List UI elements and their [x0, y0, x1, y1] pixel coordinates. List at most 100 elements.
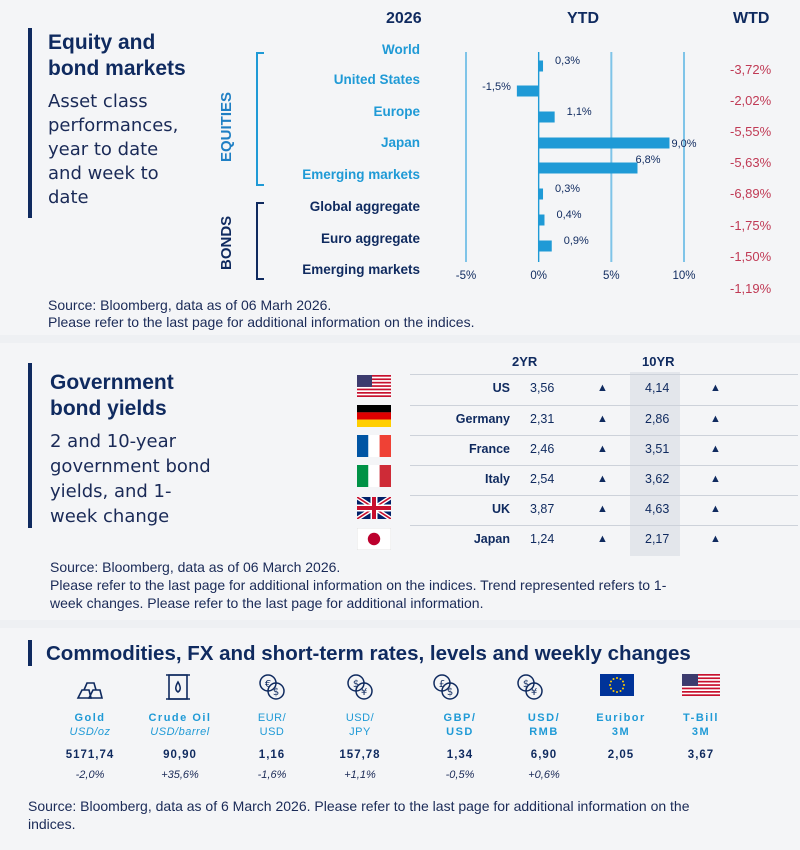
equity-title-line1: Equity and — [48, 31, 156, 54]
commodity-name: EUR/ — [257, 712, 287, 724]
commodity-name: T-Bill — [683, 712, 719, 724]
commodity-unit: USD/barrel — [150, 726, 210, 738]
commodity-unit: 3M — [691, 726, 711, 738]
commodities-title: Commodities, FX and short-term rates, le… — [46, 642, 691, 665]
pound-dollar-icon: £ $ — [433, 674, 459, 700]
ytd-value-label: 0,3% — [555, 55, 580, 67]
title-accent-bar — [28, 363, 32, 528]
row-label-europe: Europe — [373, 104, 420, 119]
commodity-unit: RMB — [529, 726, 559, 738]
ytd-bar — [538, 188, 544, 200]
svg-text:¥: ¥ — [531, 687, 537, 698]
commodity-unit: 3M — [611, 726, 631, 738]
commodity-unit: USD/oz — [69, 726, 111, 738]
commodity-level: 6,90 — [530, 749, 558, 761]
trend-up-icon: ▲ — [710, 413, 721, 425]
ytd-bar — [538, 240, 552, 252]
dollar-yuan-icon: $ ¥ — [517, 674, 543, 700]
yield-10yr: 2,86 — [645, 412, 670, 426]
row-label-emerging-bonds: Emerging markets — [302, 262, 420, 277]
svg-text:$: $ — [523, 679, 529, 690]
equity-source-2: Please refer to the last page for additi… — [48, 314, 475, 330]
commodities-source-2: indices. — [28, 816, 76, 832]
trend-up-icon: ▲ — [710, 473, 721, 485]
svg-text:$: $ — [447, 687, 453, 698]
wtd-value: -3,72% — [730, 62, 772, 77]
equity-subtitle-4: and week to — [48, 163, 159, 184]
col-year-header: 2026 — [386, 10, 422, 27]
wtd-value: -1,75% — [730, 218, 772, 233]
x-tick-label: -5% — [456, 270, 476, 282]
ytd-value-label: 6,8% — [635, 154, 660, 166]
ytd-value-label: 9,0% — [671, 138, 696, 150]
ytd-bar — [516, 85, 539, 97]
country-name: France — [469, 442, 510, 456]
svg-text:$: $ — [353, 679, 359, 690]
equity-subtitle-2: performances, — [48, 115, 179, 136]
country-name: US — [492, 381, 510, 395]
gov-source-3: week changes. Please refer to the last p… — [50, 595, 484, 611]
trend-up-icon: ▲ — [710, 533, 721, 545]
wtd-value: -5,63% — [730, 155, 772, 170]
commodity-name: USD/ — [527, 712, 561, 724]
country-name: UK — [491, 502, 510, 516]
italy-flag-icon — [357, 465, 391, 487]
row-label-euro-aggregate: Euro aggregate — [320, 231, 420, 246]
germany-flag-icon — [357, 405, 391, 427]
commodity-level: 3,67 — [687, 749, 715, 761]
wtd-value: -1,50% — [730, 249, 772, 264]
uk-flag-icon — [357, 497, 391, 519]
ytd-bar — [538, 60, 544, 72]
yield-2yr: 1,24 — [530, 532, 555, 546]
country-name: Germany — [455, 412, 510, 426]
ytd-value-label: 1,1% — [567, 106, 592, 118]
col-wtd-header: WTD — [733, 10, 770, 27]
trend-up-icon: ▲ — [597, 473, 608, 485]
commodity-name: GBP/ — [443, 712, 477, 724]
equity-subtitle-1: Asset class — [48, 91, 148, 112]
row-label-united-states: United States — [333, 72, 420, 87]
title-accent-bar — [28, 640, 32, 666]
ytd-value-label: 0,3% — [555, 183, 580, 195]
ytd-bar — [538, 214, 545, 226]
wtd-value: -1,19% — [730, 281, 772, 296]
title-accent-bar — [28, 28, 32, 218]
wtd-value: -6,89% — [730, 186, 772, 201]
commodity-change: +0,6% — [528, 769, 560, 781]
wtd-value: -5,55% — [730, 124, 772, 139]
gov-source-2: Please refer to the last page for additi… — [50, 577, 667, 593]
svg-text:$: $ — [273, 687, 279, 698]
ytd-value-label: -1,5% — [482, 81, 511, 93]
commodity-level: 1,34 — [446, 749, 474, 761]
yield-2yr: 3,87 — [530, 502, 555, 516]
commodity-change: -2,0% — [75, 769, 105, 781]
equity-subtitle-3: year to date — [48, 139, 159, 160]
col-10yr-header: 10YR — [642, 354, 675, 369]
gov-subtitle-3: yields, and 1- — [50, 481, 172, 502]
yield-10yr: 4,63 — [645, 502, 670, 516]
commodities-source-1: Source: Bloomberg, data as of 6 March 20… — [28, 798, 690, 814]
yield-10yr: 4,14 — [645, 381, 670, 395]
ytd-value-label: 0,9% — [564, 235, 589, 247]
x-tick-label: 5% — [603, 270, 620, 282]
commodity-change: +1,1% — [344, 769, 376, 781]
gov-source-1: Source: Bloomberg, data as of 06 March 2… — [50, 559, 341, 575]
commodity-level: 2,05 — [607, 749, 635, 761]
commodity-change: -1,6% — [257, 769, 287, 781]
country-name: Japan — [473, 532, 510, 546]
commodities-panel — [0, 628, 800, 850]
svg-text:¥: ¥ — [361, 687, 367, 698]
commodity-name: USD/ — [345, 712, 375, 724]
svg-text:€: € — [265, 679, 271, 690]
trend-up-icon: ▲ — [710, 382, 721, 394]
eu-flag-icon — [600, 674, 634, 696]
table-row: France 2,46 ▲ 3,51 ▲ — [410, 435, 798, 462]
yield-2yr: 2,31 — [530, 412, 555, 426]
yield-2yr: 2,46 — [530, 442, 555, 456]
x-tick-label: 0% — [530, 270, 547, 282]
country-name: Italy — [484, 472, 510, 486]
trend-up-icon: ▲ — [710, 503, 721, 515]
trend-up-icon: ▲ — [597, 443, 608, 455]
oil-barrel-icon — [166, 674, 190, 700]
trend-up-icon: ▲ — [710, 443, 721, 455]
